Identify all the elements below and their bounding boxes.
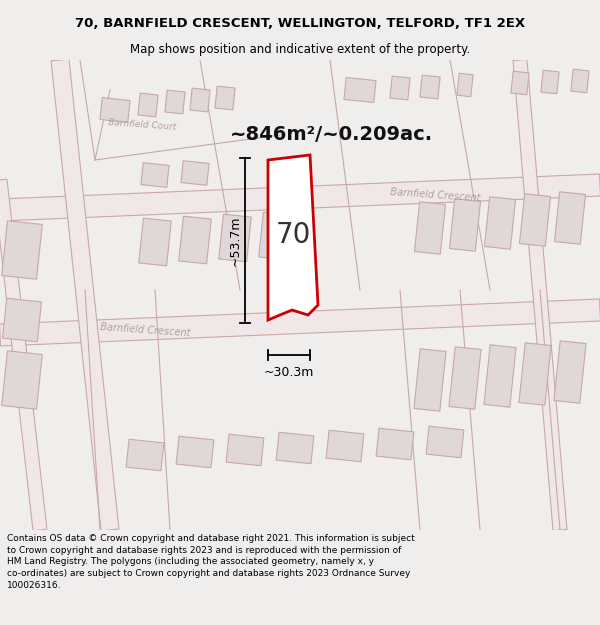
Polygon shape xyxy=(420,75,440,99)
Polygon shape xyxy=(126,439,164,471)
Polygon shape xyxy=(554,341,586,403)
Polygon shape xyxy=(390,76,410,100)
Polygon shape xyxy=(179,216,211,264)
Polygon shape xyxy=(0,179,47,531)
Polygon shape xyxy=(326,430,364,462)
Polygon shape xyxy=(344,78,376,102)
Polygon shape xyxy=(2,298,41,342)
Polygon shape xyxy=(139,218,171,266)
Polygon shape xyxy=(484,345,516,408)
Text: Map shows position and indicative extent of the property.: Map shows position and indicative extent… xyxy=(130,43,470,56)
Polygon shape xyxy=(0,299,600,346)
Polygon shape xyxy=(51,59,119,531)
Polygon shape xyxy=(541,70,559,94)
Polygon shape xyxy=(181,161,209,185)
Polygon shape xyxy=(571,69,589,92)
Text: Barnfield Court: Barnfield Court xyxy=(108,118,176,132)
Polygon shape xyxy=(511,71,529,95)
Polygon shape xyxy=(268,155,318,320)
Polygon shape xyxy=(415,202,446,254)
Polygon shape xyxy=(215,86,235,110)
Polygon shape xyxy=(165,90,185,114)
Text: Barnfield Crescent: Barnfield Crescent xyxy=(390,187,481,203)
Text: Barnfield Crescent: Barnfield Crescent xyxy=(100,322,191,338)
Polygon shape xyxy=(226,434,264,466)
Polygon shape xyxy=(554,192,586,244)
Polygon shape xyxy=(2,351,42,409)
Polygon shape xyxy=(457,73,473,97)
Polygon shape xyxy=(414,349,446,411)
Polygon shape xyxy=(259,212,291,260)
Polygon shape xyxy=(426,426,464,458)
Polygon shape xyxy=(219,214,251,262)
Polygon shape xyxy=(0,174,600,221)
Polygon shape xyxy=(141,162,169,188)
Text: 70: 70 xyxy=(275,221,311,249)
Polygon shape xyxy=(513,59,567,531)
Polygon shape xyxy=(138,93,158,117)
Polygon shape xyxy=(176,436,214,468)
Text: Contains OS data © Crown copyright and database right 2021. This information is : Contains OS data © Crown copyright and d… xyxy=(7,534,415,590)
Polygon shape xyxy=(376,428,414,460)
Text: ~30.3m: ~30.3m xyxy=(264,366,314,379)
Polygon shape xyxy=(276,432,314,464)
Text: ~53.7m: ~53.7m xyxy=(229,215,241,266)
Polygon shape xyxy=(190,88,210,112)
Polygon shape xyxy=(100,98,130,122)
Polygon shape xyxy=(519,342,551,405)
Polygon shape xyxy=(449,347,481,409)
Polygon shape xyxy=(2,221,42,279)
Text: 70, BARNFIELD CRESCENT, WELLINGTON, TELFORD, TF1 2EX: 70, BARNFIELD CRESCENT, WELLINGTON, TELF… xyxy=(75,17,525,30)
Polygon shape xyxy=(520,194,551,246)
Polygon shape xyxy=(484,197,515,249)
Polygon shape xyxy=(449,199,481,251)
Text: ~846m²/~0.209ac.: ~846m²/~0.209ac. xyxy=(230,126,433,144)
